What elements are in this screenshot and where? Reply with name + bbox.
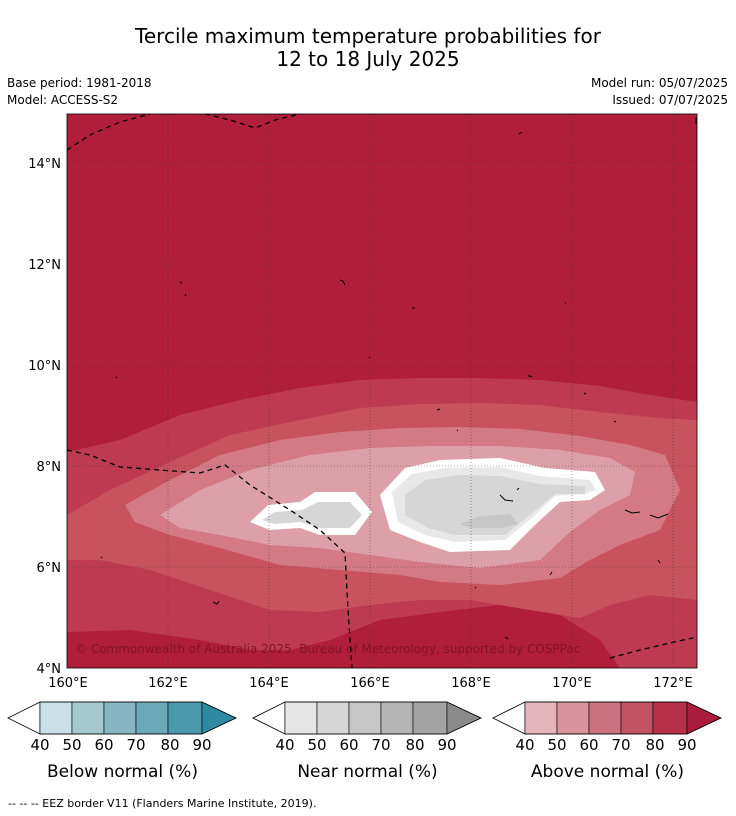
below-tick-80: 80 bbox=[160, 736, 180, 754]
model-name: Model: ACCESS-S2 bbox=[7, 93, 119, 107]
colorbar-swatch bbox=[135, 701, 169, 735]
above-tick-50: 50 bbox=[547, 736, 567, 754]
colorbar-swatch bbox=[588, 701, 622, 735]
above-tick-90: 90 bbox=[677, 736, 697, 754]
colorbar-swatch bbox=[71, 701, 105, 735]
near-tick-50: 50 bbox=[307, 736, 327, 754]
colorbar-swatch bbox=[686, 701, 722, 735]
colorbar-swatch bbox=[524, 701, 558, 735]
base-period: Base period: 1981-2018 bbox=[7, 76, 152, 90]
issued-date: Issued: 07/07/2025 bbox=[612, 93, 728, 107]
islands bbox=[100, 118, 697, 640]
lat-label-14n: 14°N bbox=[28, 157, 61, 172]
lat-label-12n: 12°N bbox=[28, 258, 61, 273]
below-tick-40: 40 bbox=[30, 736, 50, 754]
lon-label-162e: 162°E bbox=[148, 676, 188, 691]
map-frame bbox=[66, 113, 698, 669]
above-normal-label: Above normal (%) bbox=[530, 762, 685, 782]
lat-label-6n: 6°N bbox=[37, 561, 62, 576]
colorbar-above bbox=[492, 701, 722, 735]
above-tick-60: 60 bbox=[579, 736, 599, 754]
graticule bbox=[67, 114, 697, 668]
lat-label-10n: 10°N bbox=[28, 359, 61, 374]
probability-map: © Commonwealth of Australia 2025, Bureau… bbox=[28, 113, 698, 691]
lon-label-168e: 168°E bbox=[451, 676, 491, 691]
below-tick-50: 50 bbox=[62, 736, 82, 754]
colorbar-swatch bbox=[39, 701, 73, 735]
colorbar-swatch bbox=[348, 701, 382, 735]
lat-tick-labels: 14°N 12°N 10°N 8°N 6°N 4°N bbox=[28, 157, 61, 677]
above-tick-40: 40 bbox=[515, 736, 535, 754]
above-tick-80: 80 bbox=[645, 736, 665, 754]
lat-label-4n: 4°N bbox=[37, 662, 62, 677]
lon-label-164e: 164°E bbox=[249, 676, 289, 691]
copyright-text: © Commonwealth of Australia 2025, Bureau… bbox=[75, 642, 580, 656]
lon-label-160e: 160°E bbox=[48, 676, 88, 691]
region-near-70-right bbox=[405, 475, 585, 535]
title-line-2: 12 to 18 July 2025 bbox=[276, 47, 460, 71]
eez-footnote: -- -- -- EEZ border V11 (Flanders Marine… bbox=[8, 797, 317, 810]
lon-label-172e: 172°E bbox=[653, 676, 693, 691]
colorbar-below bbox=[7, 701, 237, 735]
title-line-1: Tercile maximum temperature probabilitie… bbox=[135, 24, 601, 48]
region-near-60-left bbox=[262, 502, 362, 528]
lon-label-170e: 170°E bbox=[552, 676, 592, 691]
region-near-80-right bbox=[460, 514, 518, 528]
below-tick-90: 90 bbox=[192, 736, 212, 754]
near-normal-label: Near normal (%) bbox=[297, 762, 438, 782]
lon-tick-labels: 160°E 162°E 164°E 166°E 168°E 170°E 172°… bbox=[48, 676, 693, 691]
colorbar-swatch bbox=[167, 701, 203, 735]
near-tick-60: 60 bbox=[339, 736, 359, 754]
near-tick-40: 40 bbox=[275, 736, 295, 754]
above-tick-70: 70 bbox=[611, 736, 631, 754]
near-tick-70: 70 bbox=[371, 736, 391, 754]
colorbar-swatch bbox=[412, 701, 448, 735]
colorbar-swatch bbox=[284, 701, 318, 735]
colorbar-swatch bbox=[201, 701, 237, 735]
below-tick-60: 60 bbox=[94, 736, 114, 754]
near-tick-80: 80 bbox=[405, 736, 425, 754]
colorbar-swatch bbox=[316, 701, 350, 735]
colorbar-swatch bbox=[446, 701, 482, 735]
colorbar-swatch bbox=[556, 701, 590, 735]
lat-label-8n: 8°N bbox=[37, 460, 62, 475]
lon-label-166e: 166°E bbox=[350, 676, 390, 691]
colorbar-swatch bbox=[620, 701, 654, 735]
near-tick-90: 90 bbox=[437, 736, 457, 754]
below-tick-70: 70 bbox=[126, 736, 146, 754]
colorbar-swatch bbox=[103, 701, 137, 735]
model-run: Model run: 05/07/2025 bbox=[590, 76, 728, 90]
eez-border bbox=[67, 114, 697, 668]
below-normal-label: Below normal (%) bbox=[47, 762, 198, 782]
colorbar-near bbox=[252, 701, 482, 735]
colorbar-swatch bbox=[652, 701, 688, 735]
colorbar-swatch bbox=[380, 701, 414, 735]
